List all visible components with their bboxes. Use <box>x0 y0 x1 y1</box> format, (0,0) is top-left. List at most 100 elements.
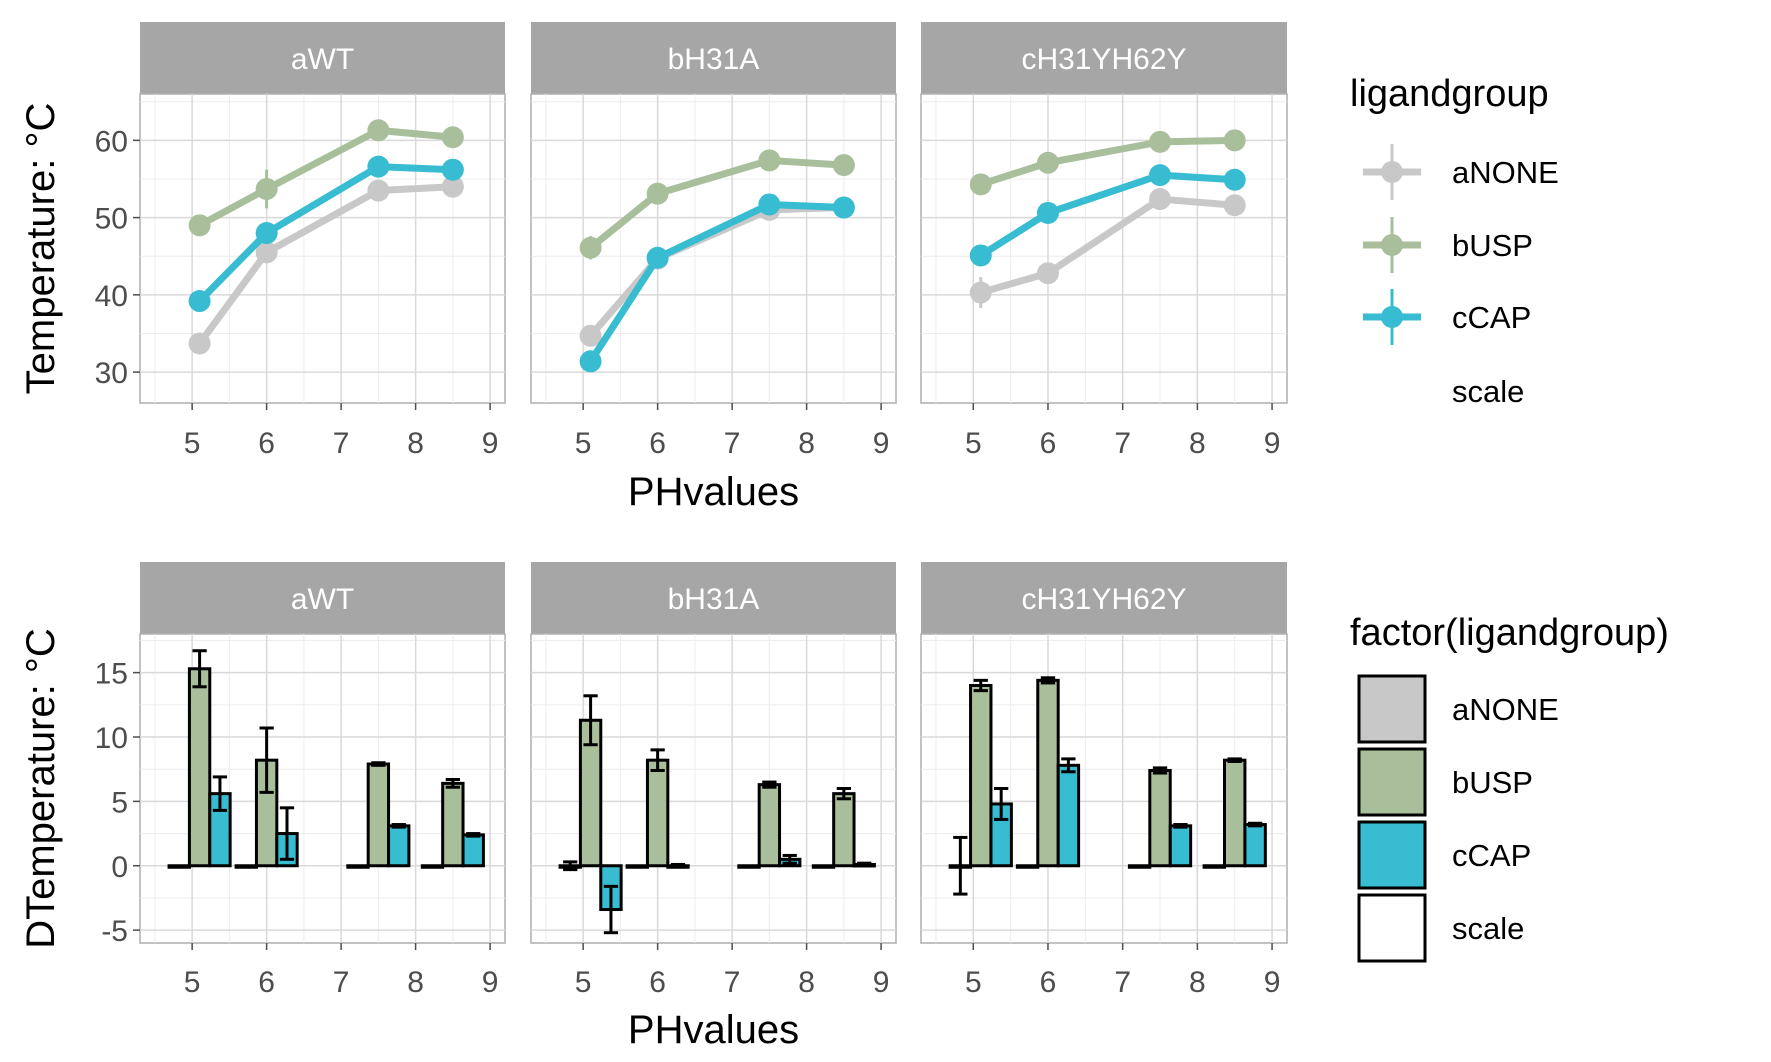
series-aNONE <box>558 860 836 872</box>
x-tick-label: 7 <box>333 966 350 999</box>
bar <box>625 864 649 869</box>
legend-item-scale: scale <box>1357 893 1524 963</box>
y-tick-label: 10 <box>95 722 128 755</box>
x-axis-title: PHvalues <box>628 470 799 514</box>
x-tick-label: 7 <box>724 427 741 460</box>
data-point <box>1036 201 1059 224</box>
error-bar <box>603 884 619 935</box>
bar <box>1127 864 1152 869</box>
data-point <box>969 173 992 196</box>
bar <box>1015 864 1040 869</box>
x-tick-label: 7 <box>724 966 741 999</box>
data-point <box>188 290 211 313</box>
legend-key-point <box>1381 306 1403 328</box>
data-point <box>758 149 781 172</box>
error-bar <box>1173 823 1188 829</box>
facet-strip <box>531 22 896 94</box>
legend-key-swatch <box>1357 820 1427 890</box>
legend-label: scale <box>1452 911 1524 946</box>
legend-key-point <box>1381 161 1403 183</box>
y-axis-title: DTemperature: °C <box>19 628 63 949</box>
legend-item-aNONE: aNONE <box>1363 144 1559 200</box>
bar <box>187 667 212 868</box>
facet-strip <box>921 22 1287 94</box>
legend-key-swatch <box>1357 747 1427 817</box>
series-line <box>196 183 457 348</box>
x-tick-label: 8 <box>1189 427 1206 460</box>
legend-key-swatch <box>1357 674 1427 744</box>
data-point <box>188 332 211 355</box>
data-point <box>1223 194 1246 217</box>
x-tick-label: 8 <box>798 966 815 999</box>
bar <box>234 864 258 869</box>
series-line <box>977 195 1239 297</box>
bar <box>969 684 993 868</box>
data-point <box>188 214 211 237</box>
error-bar <box>1061 757 1076 774</box>
bar <box>1202 864 1227 869</box>
series-bUSP <box>579 149 855 260</box>
y-tick-label: 60 <box>95 125 128 158</box>
bar <box>1036 678 1060 868</box>
legend-item-cCAP: cCAP <box>1363 289 1531 345</box>
data-point <box>758 193 781 216</box>
error-bar <box>670 862 686 869</box>
error-bar <box>259 726 274 794</box>
error-bar <box>212 775 228 812</box>
data-point <box>367 179 390 202</box>
bar <box>832 792 856 868</box>
x-tick-label: 7 <box>1114 427 1131 460</box>
data-point <box>255 178 278 201</box>
error-bar <box>762 780 777 789</box>
dtemperature-bar-chart: aWT 5 6 7 8 9 -5 0 5 10 15 bH31A 5 6 7 8 9 cH31YH62Y 5 6 7 8 9… <box>19 562 1288 1052</box>
x-tick-label: 6 <box>1040 427 1057 460</box>
series-cCAP <box>969 164 1246 267</box>
x-tick-label: 8 <box>1189 966 1206 999</box>
data-point <box>579 350 602 373</box>
x-tick-label: 9 <box>482 966 499 999</box>
error-bar <box>836 787 851 801</box>
facet-panel-bH31A: bH31A 5 6 7 8 9 <box>530 22 897 460</box>
facet-strip <box>921 562 1287 634</box>
bar <box>737 864 761 869</box>
error-bar <box>650 748 665 772</box>
facet-panel-cH31YH62Y: cH31YH62Y 5 6 7 8 9 <box>920 22 1288 460</box>
series-cCAP <box>989 757 1267 868</box>
legend-item-bUSP: bUSP <box>1357 747 1533 817</box>
legend-title: factor(ligandgroup) <box>1350 612 1669 654</box>
error-bar <box>857 861 872 868</box>
facet-panel-aWT: aWT 5 6 7 8 9 -5 0 5 10 15 <box>95 562 506 999</box>
facet-panel-cH31YH62Y: cH31YH62Y 5 6 7 8 9 <box>920 562 1288 999</box>
error-bar <box>1040 676 1056 685</box>
bar <box>757 783 782 868</box>
error-bar <box>563 860 578 872</box>
error-bar <box>371 761 386 767</box>
facet-strip-label: cH31YH62Y <box>1021 43 1186 76</box>
series-line <box>977 171 1239 259</box>
facet-panel-aWT: aWT 5 6 7 8 9 30 40 50 60 <box>95 22 506 460</box>
x-tick-label: 9 <box>873 966 890 999</box>
data-point <box>441 175 464 198</box>
y-tick-label: 50 <box>95 203 128 236</box>
series-bUSP <box>969 676 1247 868</box>
legend-key-point <box>1381 234 1403 256</box>
legend-label: scale <box>1452 374 1524 409</box>
series-bUSP <box>969 129 1246 196</box>
legend-item-bUSP: bUSP <box>1363 217 1533 273</box>
x-tick-label: 9 <box>482 427 499 460</box>
error-bar <box>1247 821 1263 828</box>
x-tick-label: 7 <box>1114 966 1131 999</box>
data-point <box>969 244 992 267</box>
y-tick-label: 5 <box>111 786 128 819</box>
series-line <box>587 200 848 365</box>
x-tick-label: 5 <box>965 427 982 460</box>
facet-strip-label: aWT <box>291 43 354 76</box>
series-cCAP <box>599 853 876 935</box>
facet-strip-label: bH31A <box>668 583 760 616</box>
data-point <box>1036 262 1059 285</box>
legend-label: aNONE <box>1452 155 1559 190</box>
x-tick-label: 9 <box>1264 427 1281 460</box>
data-point <box>1036 151 1059 174</box>
legend-label: cCAP <box>1452 838 1531 873</box>
